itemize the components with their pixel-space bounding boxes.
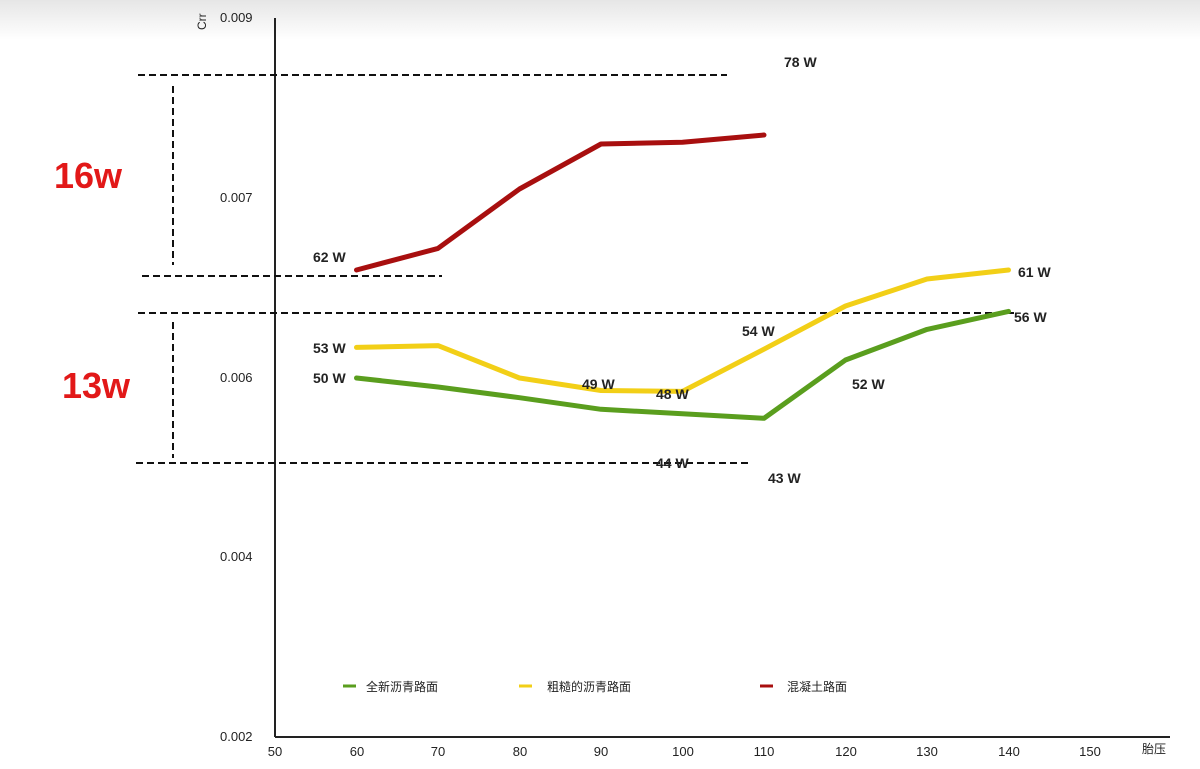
x-tick-label: 120 bbox=[835, 744, 857, 759]
x-tick-label: 70 bbox=[431, 744, 445, 759]
data-label: 44 W bbox=[656, 455, 689, 471]
x-tick-label: 50 bbox=[268, 744, 282, 759]
concrete-difference-label: 16w bbox=[54, 155, 123, 196]
x-tick-label: 110 bbox=[754, 744, 775, 759]
data-label: 61 W bbox=[1018, 264, 1051, 280]
data-label: 56 W bbox=[1014, 309, 1047, 325]
x-tick-label: 60 bbox=[350, 744, 364, 759]
data-label: 78 W bbox=[784, 54, 817, 70]
x-tick-label: 140 bbox=[998, 744, 1020, 759]
data-label: 48 W bbox=[656, 386, 689, 402]
data-label: 50 W bbox=[313, 370, 346, 386]
data-label: 52 W bbox=[852, 376, 885, 392]
x-tick-label: 80 bbox=[513, 744, 527, 759]
series-line-concrete bbox=[354, 132, 767, 273]
x-tick-label: 130 bbox=[916, 744, 938, 759]
series-line-new-asphalt bbox=[354, 308, 1011, 421]
data-label: 54 W bbox=[742, 323, 775, 339]
asphalt-difference-label: 13w bbox=[62, 365, 131, 406]
y-tick-label: 0.006 bbox=[220, 370, 253, 385]
top-shade bbox=[0, 0, 1200, 40]
series-line-rough-asphalt bbox=[354, 267, 1011, 394]
x-axis-title: 胎压 bbox=[1142, 742, 1166, 756]
legend-label: 混凝土路面 bbox=[787, 679, 847, 694]
x-tick-label: 90 bbox=[594, 744, 608, 759]
x-tick-label: 100 bbox=[672, 744, 694, 759]
data-label: 62 W bbox=[313, 249, 346, 265]
data-label: 49 W bbox=[582, 376, 615, 392]
y-tick-label: 0.002 bbox=[220, 729, 253, 744]
legend-label: 粗糙的沥青路面 bbox=[547, 679, 631, 694]
data-label: 53 W bbox=[313, 340, 346, 356]
legend-label: 全新沥青路面 bbox=[366, 679, 438, 694]
y-tick-label: 0.004 bbox=[220, 549, 253, 564]
x-tick-label: 150 bbox=[1079, 744, 1101, 759]
data-label: 43 W bbox=[768, 470, 801, 486]
range-guides bbox=[136, 74, 1015, 464]
y-axis-title: Crr bbox=[195, 13, 209, 30]
legend: 全新沥青路面 粗糙的沥青路面 混凝土路面 bbox=[343, 679, 847, 694]
y-tick-label: 0.007 bbox=[220, 190, 253, 205]
y-tick-label: 0.009 bbox=[220, 10, 253, 25]
